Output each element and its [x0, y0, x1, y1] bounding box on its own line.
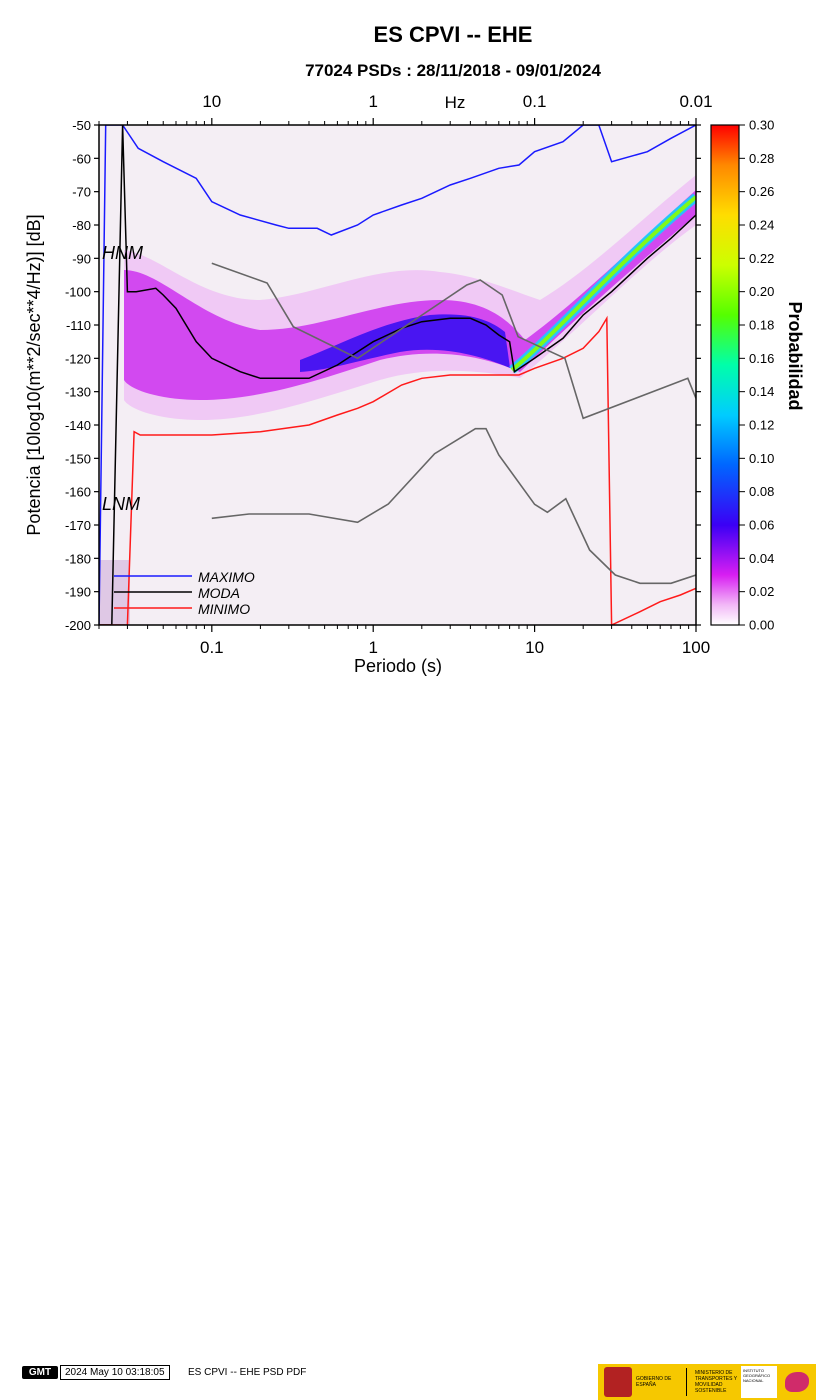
colorbar-tick-label: 0.06: [749, 518, 774, 533]
colorbar-tick-label: 0.16: [749, 351, 774, 366]
top-tick-label: 0.01: [679, 92, 712, 111]
chart-title: ES CPVI -- EHE: [374, 22, 533, 47]
gmt-logo: GMT: [22, 1366, 58, 1379]
series-line-maximo: [99, 125, 696, 625]
y-tick-label: -190: [65, 585, 91, 600]
x-tick-label: 10: [525, 638, 544, 657]
series-line-hnm: [211, 262, 696, 420]
hnm-annotation: HNM: [102, 243, 143, 263]
y-tick-label: -160: [65, 485, 91, 500]
y-tick-label: -50: [72, 118, 91, 133]
heatmap-mid-band: [124, 190, 696, 400]
footer: GMT 2024 May 10 03:18:05 ES CPVI -- EHE …: [0, 680, 824, 1400]
legend-label-minimo: MINIMO: [198, 601, 250, 617]
series-line-moda: [99, 125, 696, 625]
colorbar-tick-label: 0.02: [749, 584, 774, 599]
colorbar-tick-label: 0.04: [749, 551, 774, 566]
series-line-minimo: [99, 315, 696, 625]
lnm-annotation: LNM: [102, 494, 140, 514]
x-tick-label: 100: [682, 638, 710, 657]
y-tick-label: -100: [65, 285, 91, 300]
legend-label-moda: MODA: [198, 585, 240, 601]
colorbar-tick-label: 0.22: [749, 251, 774, 266]
colorbar-label: Probabilidad: [785, 301, 805, 410]
y-tick-label: -60: [72, 151, 91, 166]
colorbar-tick-label: 0.08: [749, 484, 774, 499]
colorbar: [710, 124, 740, 626]
y-tick-label: -200: [65, 618, 91, 633]
colorbar-tick-label: 0.12: [749, 418, 774, 433]
legend-label-maximo: MAXIMO: [198, 569, 255, 585]
x-tick-label: 1: [368, 638, 377, 657]
colorbar-tick-label: 0.28: [749, 151, 774, 166]
y-tick-label: -130: [65, 385, 91, 400]
colorbar-tick-label: 0.18: [749, 318, 774, 333]
colorbar-tick-label: 0.10: [749, 451, 774, 466]
logo-divider: [686, 1368, 687, 1396]
institution-logo-strip: GOBIERNO DE ESPAÑA MINISTERIO DE TRANSPO…: [598, 1364, 816, 1400]
top-tick-label: 0.1: [523, 92, 547, 111]
timestamp: 2024 May 10 03:18:05: [60, 1365, 170, 1380]
top-tick-label: 10: [202, 92, 221, 111]
heatmap-core-band: [300, 314, 510, 372]
series-line-lnm: [211, 427, 696, 585]
y-tick-label: -180: [65, 551, 91, 566]
top-tick-label: 1: [368, 92, 377, 111]
colorbar-tick-label: 0.26: [749, 184, 774, 199]
colorbar-ticks: 0.30 0.28 0.26 0.24 0.22 0.20 0.18 0.16 0.14 0.12…: [739, 118, 774, 633]
y-tick-label: -120: [65, 351, 91, 366]
y-tick-label: -150: [65, 451, 91, 466]
axes-layer: -50 -60 -70 -80 -90 -100 -110 -120 -130 -140 -150 -…: [65, 92, 713, 657]
colorbar-tick-label: 0.00: [749, 618, 774, 633]
y-tick-label: -70: [72, 185, 91, 200]
colorbar-tick-label: 0.20: [749, 284, 774, 299]
y-axis-label: Potencia [10log10(m**2/sec**4/Hz)] [dB]: [24, 214, 44, 535]
chart-subtitle: 77024 PSDs : 28/11/2018 - 09/01/2024: [305, 61, 601, 80]
colorbar-tick-label: 0.30: [749, 118, 774, 133]
legend: MAXIMO MODA MINIMO: [114, 569, 255, 617]
y-tick-label: -80: [72, 218, 91, 233]
probability-heatmap: [99, 175, 696, 625]
ign-mark-icon: [785, 1372, 809, 1392]
logo-text-gobierno: GOBIERNO DE ESPAÑA: [636, 1376, 672, 1388]
heatmap-hot-core: [510, 195, 696, 372]
top-axis-unit-label: Hz: [445, 93, 466, 112]
logo-text-ministerio: MINISTERIO DE TRANSPORTES Y MOVILIDAD SO…: [695, 1370, 737, 1394]
psd-pdf-chart: ES CPVI -- EHE 77024 PSDs : 28/11/2018 -…: [24, 22, 805, 676]
y-tick-label: -90: [72, 251, 91, 266]
spain-coat-of-arms-icon: [604, 1367, 632, 1397]
y-tick-label: -170: [65, 518, 91, 533]
y-tick-label: -110: [66, 318, 91, 333]
x-tick-label: 0.1: [200, 638, 224, 657]
x-axis-label: Periodo (s): [354, 656, 442, 676]
plot-frame: [98, 124, 697, 626]
footer-plot-label: ES CPVI -- EHE PSD PDF: [188, 1367, 307, 1378]
logo-text-ign: INSTITUTO GEOGRÁFICO NACIONAL: [741, 1366, 777, 1398]
series-layer: [99, 125, 696, 625]
colorbar-tick-label: 0.14: [749, 384, 774, 399]
colorbar-tick-label: 0.24: [749, 218, 774, 233]
y-tick-label: -140: [65, 418, 91, 433]
